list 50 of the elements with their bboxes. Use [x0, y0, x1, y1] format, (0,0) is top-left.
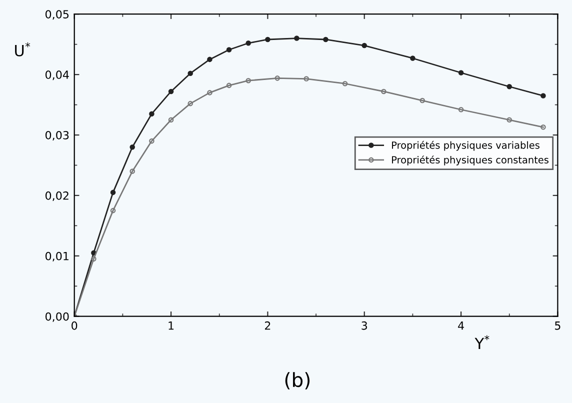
point [342, 80, 348, 86]
point [274, 76, 280, 81]
point [91, 256, 96, 262]
point [110, 208, 116, 214]
point [458, 70, 464, 76]
y-tick-label: 0,03 [45, 130, 69, 141]
point [246, 78, 251, 84]
point [420, 98, 426, 104]
legend-label: Propriétés physiques constantes [392, 156, 548, 166]
point [304, 76, 309, 82]
point [458, 106, 464, 112]
point [506, 117, 512, 123]
point [362, 42, 367, 48]
point [540, 124, 546, 130]
point [226, 82, 232, 88]
point [149, 111, 154, 116]
y-tick-label: 0,01 [45, 252, 68, 262]
y-tick-label: 0,05 [45, 10, 69, 20]
point [294, 36, 300, 41]
x-tick-label: 0 [72, 321, 78, 330]
point [410, 56, 416, 61]
point [149, 138, 154, 144]
point [110, 190, 116, 196]
point [188, 70, 193, 76]
point [130, 144, 135, 150]
point [130, 168, 135, 174]
point [381, 88, 386, 94]
y-tick-label: 0,02 [45, 191, 68, 201]
y-axis-title: U$^{*}$ [15, 42, 30, 56]
point [226, 47, 232, 52]
point [265, 36, 270, 42]
x-tick-label: 2 [264, 321, 270, 330]
text: (b) [285, 372, 310, 390]
point [506, 84, 512, 90]
x-tick-label: 4 [458, 322, 464, 330]
y-tick-label: 0,00 [45, 312, 69, 322]
point [207, 90, 212, 96]
point [188, 100, 193, 106]
point [540, 93, 546, 98]
x-tick-label: 1 [168, 322, 174, 330]
legend-label: Propriétés physiques variables [392, 140, 540, 151]
x-axis-title: Y$^{*}$ [474, 335, 490, 350]
x-tick-label: 5 [555, 322, 560, 330]
point [207, 56, 212, 62]
x-tick-label: 3 [362, 321, 368, 330]
point [168, 88, 174, 94]
point [246, 40, 251, 46]
point [168, 117, 174, 123]
y-tick-label: 0,04 [45, 70, 69, 80]
point [323, 36, 328, 42]
